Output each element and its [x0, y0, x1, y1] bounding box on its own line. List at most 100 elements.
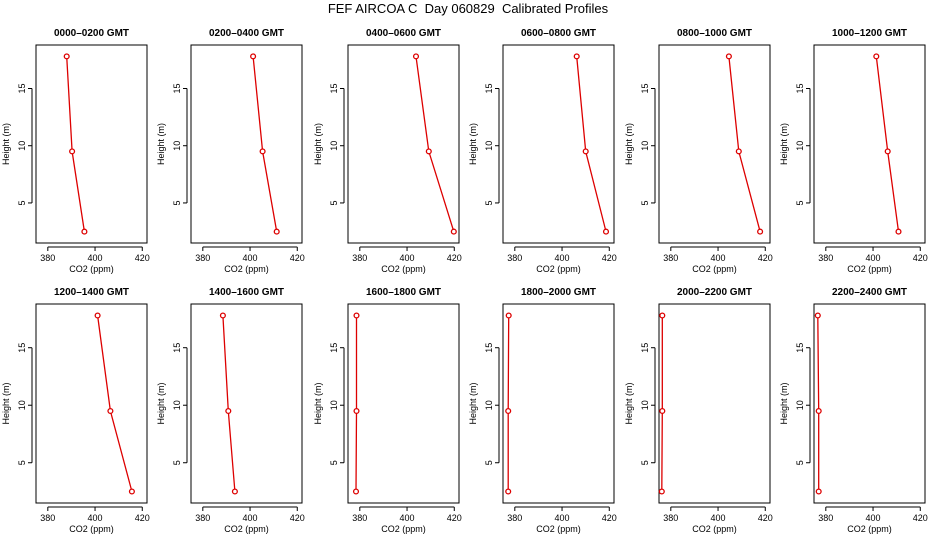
chart-title: FEF AIRCOA C Day 060829 Calibrated Profi… — [327, 1, 609, 16]
x-tick-label: 420 — [135, 513, 150, 523]
x-tick-label: 380 — [818, 253, 833, 263]
x-axis-label: CO2 (ppm) — [69, 264, 114, 274]
y-tick-label: 10 — [172, 400, 182, 410]
data-point — [573, 53, 580, 60]
y-tick-label: 10 — [329, 141, 339, 151]
panel-11: 2000–2200 GMT 380 400 420 CO2 (ppm) 5 10 15 Heig… — [624, 287, 773, 534]
y-tick-label: 10 — [795, 400, 805, 410]
x-tick-label: 400 — [711, 513, 726, 523]
y-tick-label: 5 — [172, 200, 182, 205]
panel-1: 0000–0200 GMT 380 400 420 CO2 (ppm) 5 10 15 Heig… — [1, 28, 150, 274]
panel-title: 2000–2200 GMT — [677, 287, 752, 298]
x-axis-label: CO2 (ppm) — [69, 524, 114, 534]
y-tick-label: 15 — [640, 343, 650, 353]
y-axis-label: Height (m) — [468, 123, 478, 165]
panel-7: 1200–1400 GMT 380 400 420 CO2 (ppm) 5 10 15 Heig… — [1, 287, 150, 534]
y-tick-label: 5 — [17, 460, 27, 465]
x-tick-label: 420 — [447, 253, 462, 263]
y-axis-label: Height (m) — [1, 123, 11, 165]
y-tick-label: 15 — [484, 83, 494, 93]
data-point — [505, 488, 512, 495]
x-tick-label: 420 — [758, 513, 773, 523]
profile-line — [222, 315, 236, 492]
x-tick-label: 420 — [602, 253, 617, 263]
y-axis-label: Height (m) — [624, 123, 634, 165]
profile-line — [355, 315, 358, 492]
plot-frame — [35, 303, 148, 504]
data-point — [814, 312, 821, 319]
panel-title: 1200–1400 GMT — [54, 287, 129, 298]
y-axis-label: Height (m) — [156, 382, 166, 424]
data-point — [725, 53, 732, 60]
profile-line — [415, 56, 455, 232]
data-point — [107, 407, 114, 415]
y-tick-label: 5 — [329, 460, 339, 465]
x-axis-label: CO2 (ppm) — [692, 264, 737, 274]
data-point — [815, 488, 822, 495]
data-point — [353, 407, 360, 415]
y-tick-label: 10 — [484, 141, 494, 151]
profile-line — [66, 56, 86, 232]
profile-line — [96, 315, 133, 492]
plot-frame — [190, 303, 303, 504]
data-point — [94, 312, 101, 319]
y-tick-label: 5 — [640, 200, 650, 205]
data-point — [505, 407, 512, 415]
panel-10: 1800–2000 GMT 380 400 420 CO2 (ppm) 5 10 15 Heig… — [468, 287, 617, 534]
plot-frame — [658, 303, 771, 504]
x-tick-label: 400 — [88, 253, 103, 263]
data-point — [815, 407, 822, 415]
x-tick-label: 400 — [243, 253, 258, 263]
x-tick-label: 380 — [507, 253, 522, 263]
y-axis-label: Height (m) — [779, 123, 789, 165]
y-axis-label: Height (m) — [313, 123, 323, 165]
y-tick-label: 5 — [329, 200, 339, 205]
panel-title: 0400–0600 GMT — [366, 28, 441, 39]
y-tick-label: 5 — [640, 460, 650, 465]
y-tick-label: 15 — [17, 343, 27, 353]
panel-3: 0400–0600 GMT 380 400 420 CO2 (ppm) 5 10 15 Heig… — [313, 28, 462, 274]
data-point — [895, 228, 902, 235]
panel-6: 1000–1200 GMT 380 400 420 CO2 (ppm) 5 10 15 Heig… — [779, 28, 928, 274]
plot-frame — [502, 303, 615, 504]
x-tick-label: 400 — [243, 513, 258, 523]
y-tick-label: 10 — [172, 141, 182, 151]
y-tick-label: 5 — [484, 460, 494, 465]
data-point — [757, 228, 764, 235]
x-tick-label: 400 — [555, 253, 570, 263]
y-axis-label: Height (m) — [624, 382, 634, 424]
plot-frame — [502, 44, 615, 244]
profile-line — [817, 315, 820, 492]
x-tick-label: 420 — [135, 253, 150, 263]
y-tick-label: 10 — [17, 400, 27, 410]
panel-12: 2200–2400 GMT 380 400 420 CO2 (ppm) 5 10 15 Heig… — [779, 287, 928, 534]
data-point — [353, 312, 360, 319]
panel-9: 1600–1800 GMT 380 400 420 CO2 (ppm) 5 10 15 Heig… — [313, 287, 462, 534]
data-point — [219, 312, 226, 319]
x-tick-label: 380 — [40, 253, 55, 263]
x-tick-label: 400 — [400, 253, 415, 263]
x-axis-label: CO2 (ppm) — [847, 524, 892, 534]
x-tick-label: 380 — [818, 513, 833, 523]
panel-title: 0200–0400 GMT — [209, 28, 284, 39]
y-axis-label: Height (m) — [779, 382, 789, 424]
y-tick-label: 15 — [329, 83, 339, 93]
y-tick-label: 15 — [640, 83, 650, 93]
y-tick-label: 15 — [17, 83, 27, 93]
x-axis-label: CO2 (ppm) — [692, 524, 737, 534]
profile-line — [507, 315, 510, 492]
x-axis-label: CO2 (ppm) — [224, 264, 269, 274]
x-tick-label: 380 — [663, 253, 678, 263]
x-tick-label: 380 — [663, 513, 678, 523]
panel-title: 1800–2000 GMT — [521, 287, 596, 298]
data-point — [659, 407, 666, 415]
x-tick-label: 380 — [40, 513, 55, 523]
y-axis-label: Height (m) — [468, 382, 478, 424]
panel-title: 1000–1200 GMT — [832, 28, 907, 39]
plot-frame — [35, 44, 148, 244]
plot-frame — [190, 44, 303, 244]
x-tick-label: 420 — [913, 253, 928, 263]
x-axis-label: CO2 (ppm) — [847, 264, 892, 274]
x-axis-label: CO2 (ppm) — [381, 524, 426, 534]
